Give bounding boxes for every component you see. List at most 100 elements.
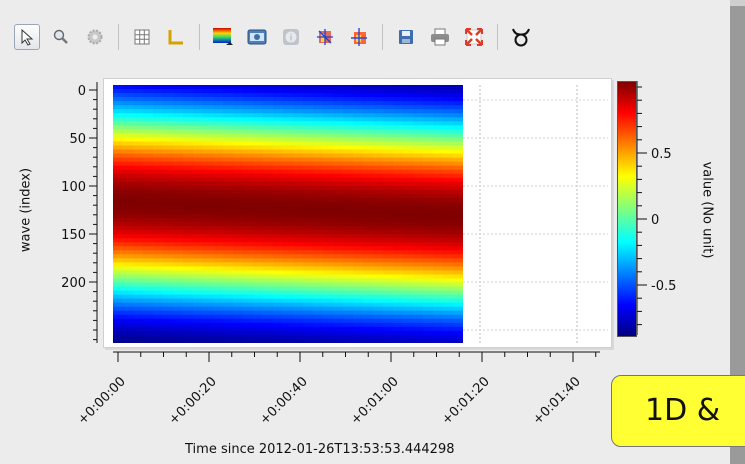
heatmap-cell xyxy=(373,254,384,259)
heatmap-cell xyxy=(393,133,404,139)
heatmap-cell xyxy=(333,310,344,316)
heatmap-cell xyxy=(383,97,394,102)
heatmap-cell xyxy=(283,145,294,151)
heatmap-cell xyxy=(113,185,124,191)
heatmap-cell xyxy=(243,306,254,312)
heatmap-cell xyxy=(293,105,304,110)
heatmap-cell xyxy=(343,266,354,272)
heatmap-cell xyxy=(143,181,154,187)
heatmap-cell xyxy=(363,141,374,147)
print-button[interactable] xyxy=(427,24,453,50)
heatmap-cell xyxy=(373,230,384,235)
grid-icon xyxy=(134,29,150,45)
colorbar[interactable] xyxy=(617,81,637,337)
zoom-tool-button[interactable] xyxy=(48,24,74,50)
screenshot-button[interactable] xyxy=(244,24,270,50)
heatmap-cell xyxy=(113,290,124,296)
colormap-button[interactable] xyxy=(210,24,236,50)
heatmap-cell xyxy=(133,117,144,122)
heatmap-cell xyxy=(383,157,394,163)
heatmap-cell xyxy=(253,161,264,167)
heatmap-cell xyxy=(123,101,134,106)
heatmap-cell xyxy=(283,286,294,292)
heatmap-cell xyxy=(183,93,194,98)
heatmap-cell xyxy=(243,89,254,94)
heatmap-cell xyxy=(123,125,134,130)
heatmap-cell xyxy=(343,113,354,118)
heatmap-cell xyxy=(423,330,434,336)
pointer-tool-button[interactable] xyxy=(14,24,40,50)
heatmap-image[interactable] xyxy=(113,85,463,343)
heatmap-cell xyxy=(193,157,204,163)
settings-button[interactable] xyxy=(82,24,108,50)
heatmap-cell xyxy=(203,306,214,312)
heatmap-cell xyxy=(193,121,204,126)
heatmap-cell xyxy=(133,109,144,114)
histogram-button[interactable] xyxy=(312,24,338,50)
heatmap-cell xyxy=(423,282,434,288)
profile-button[interactable] xyxy=(346,24,372,50)
grid-toggle-button[interactable] xyxy=(129,24,155,50)
heatmap-cell xyxy=(123,105,134,110)
heatmap-cell xyxy=(373,258,384,263)
heatmap-cell xyxy=(163,278,174,284)
axes-toggle-button[interactable] xyxy=(163,24,189,50)
heatmap-cell xyxy=(353,306,364,312)
heatmap-cell xyxy=(323,173,334,179)
heatmap-cell xyxy=(393,246,404,251)
save-button[interactable] xyxy=(393,24,419,50)
heatmap-cell xyxy=(113,109,124,114)
heatmap-cell xyxy=(363,270,374,276)
heatmap-cell xyxy=(193,153,204,159)
heatmap-cell xyxy=(273,278,284,284)
heatmap-cell xyxy=(133,105,144,110)
heatmap-cell xyxy=(373,193,384,199)
heatmap-cell xyxy=(113,145,124,151)
heatmap-cell xyxy=(313,121,324,126)
heatmap-cell xyxy=(363,165,374,171)
heatmap-cell xyxy=(323,129,334,134)
heatmap-cell xyxy=(173,101,184,106)
heatmap-cell xyxy=(123,205,134,211)
info-button[interactable]: i xyxy=(278,24,304,50)
heatmap-cell xyxy=(373,201,384,207)
heatmap-cell xyxy=(373,278,384,284)
heatmap-cell xyxy=(123,201,134,207)
heatmap-cell xyxy=(403,230,414,235)
heatmap-cell xyxy=(323,298,334,304)
heatmap-cell xyxy=(283,133,294,139)
heatmap-cell xyxy=(193,266,204,272)
heatmap-cell xyxy=(153,322,164,328)
heatmap-cell xyxy=(273,157,284,163)
heatmap-cell xyxy=(253,310,264,316)
heatmap-cell xyxy=(143,330,154,336)
heatmap-cell xyxy=(193,286,204,292)
heatmap-cell xyxy=(113,121,124,126)
heatmap-cell xyxy=(423,234,434,239)
y-axis-label: wave (index) xyxy=(18,167,34,253)
heatmap-cell xyxy=(433,205,444,211)
taurus-button[interactable] xyxy=(508,24,534,50)
heatmap-cell xyxy=(283,177,294,183)
heatmap-cell xyxy=(383,85,394,90)
heatmap-cell xyxy=(453,242,463,247)
heatmap-cell xyxy=(323,109,334,114)
heatmap-cell xyxy=(393,310,404,316)
heatmap-cell xyxy=(283,149,294,155)
heatmap-cell xyxy=(363,85,374,90)
heatmap-cell xyxy=(223,302,234,308)
heatmap-cell xyxy=(343,141,354,147)
heatmap-cell xyxy=(393,165,404,171)
heatmap-cell xyxy=(173,298,184,304)
fit-view-button[interactable] xyxy=(461,24,487,50)
heatmap-cell xyxy=(143,105,154,110)
window-edge-top xyxy=(730,0,745,6)
heatmap-cell xyxy=(293,85,304,90)
heatmap-cell xyxy=(373,306,384,312)
heatmap-cell xyxy=(193,113,204,118)
heatmap-cell xyxy=(273,133,284,139)
heatmap-cell xyxy=(313,145,324,151)
heatmap-cell xyxy=(203,161,214,167)
heatmap-cell xyxy=(283,157,294,163)
heatmap-cell xyxy=(193,185,204,191)
